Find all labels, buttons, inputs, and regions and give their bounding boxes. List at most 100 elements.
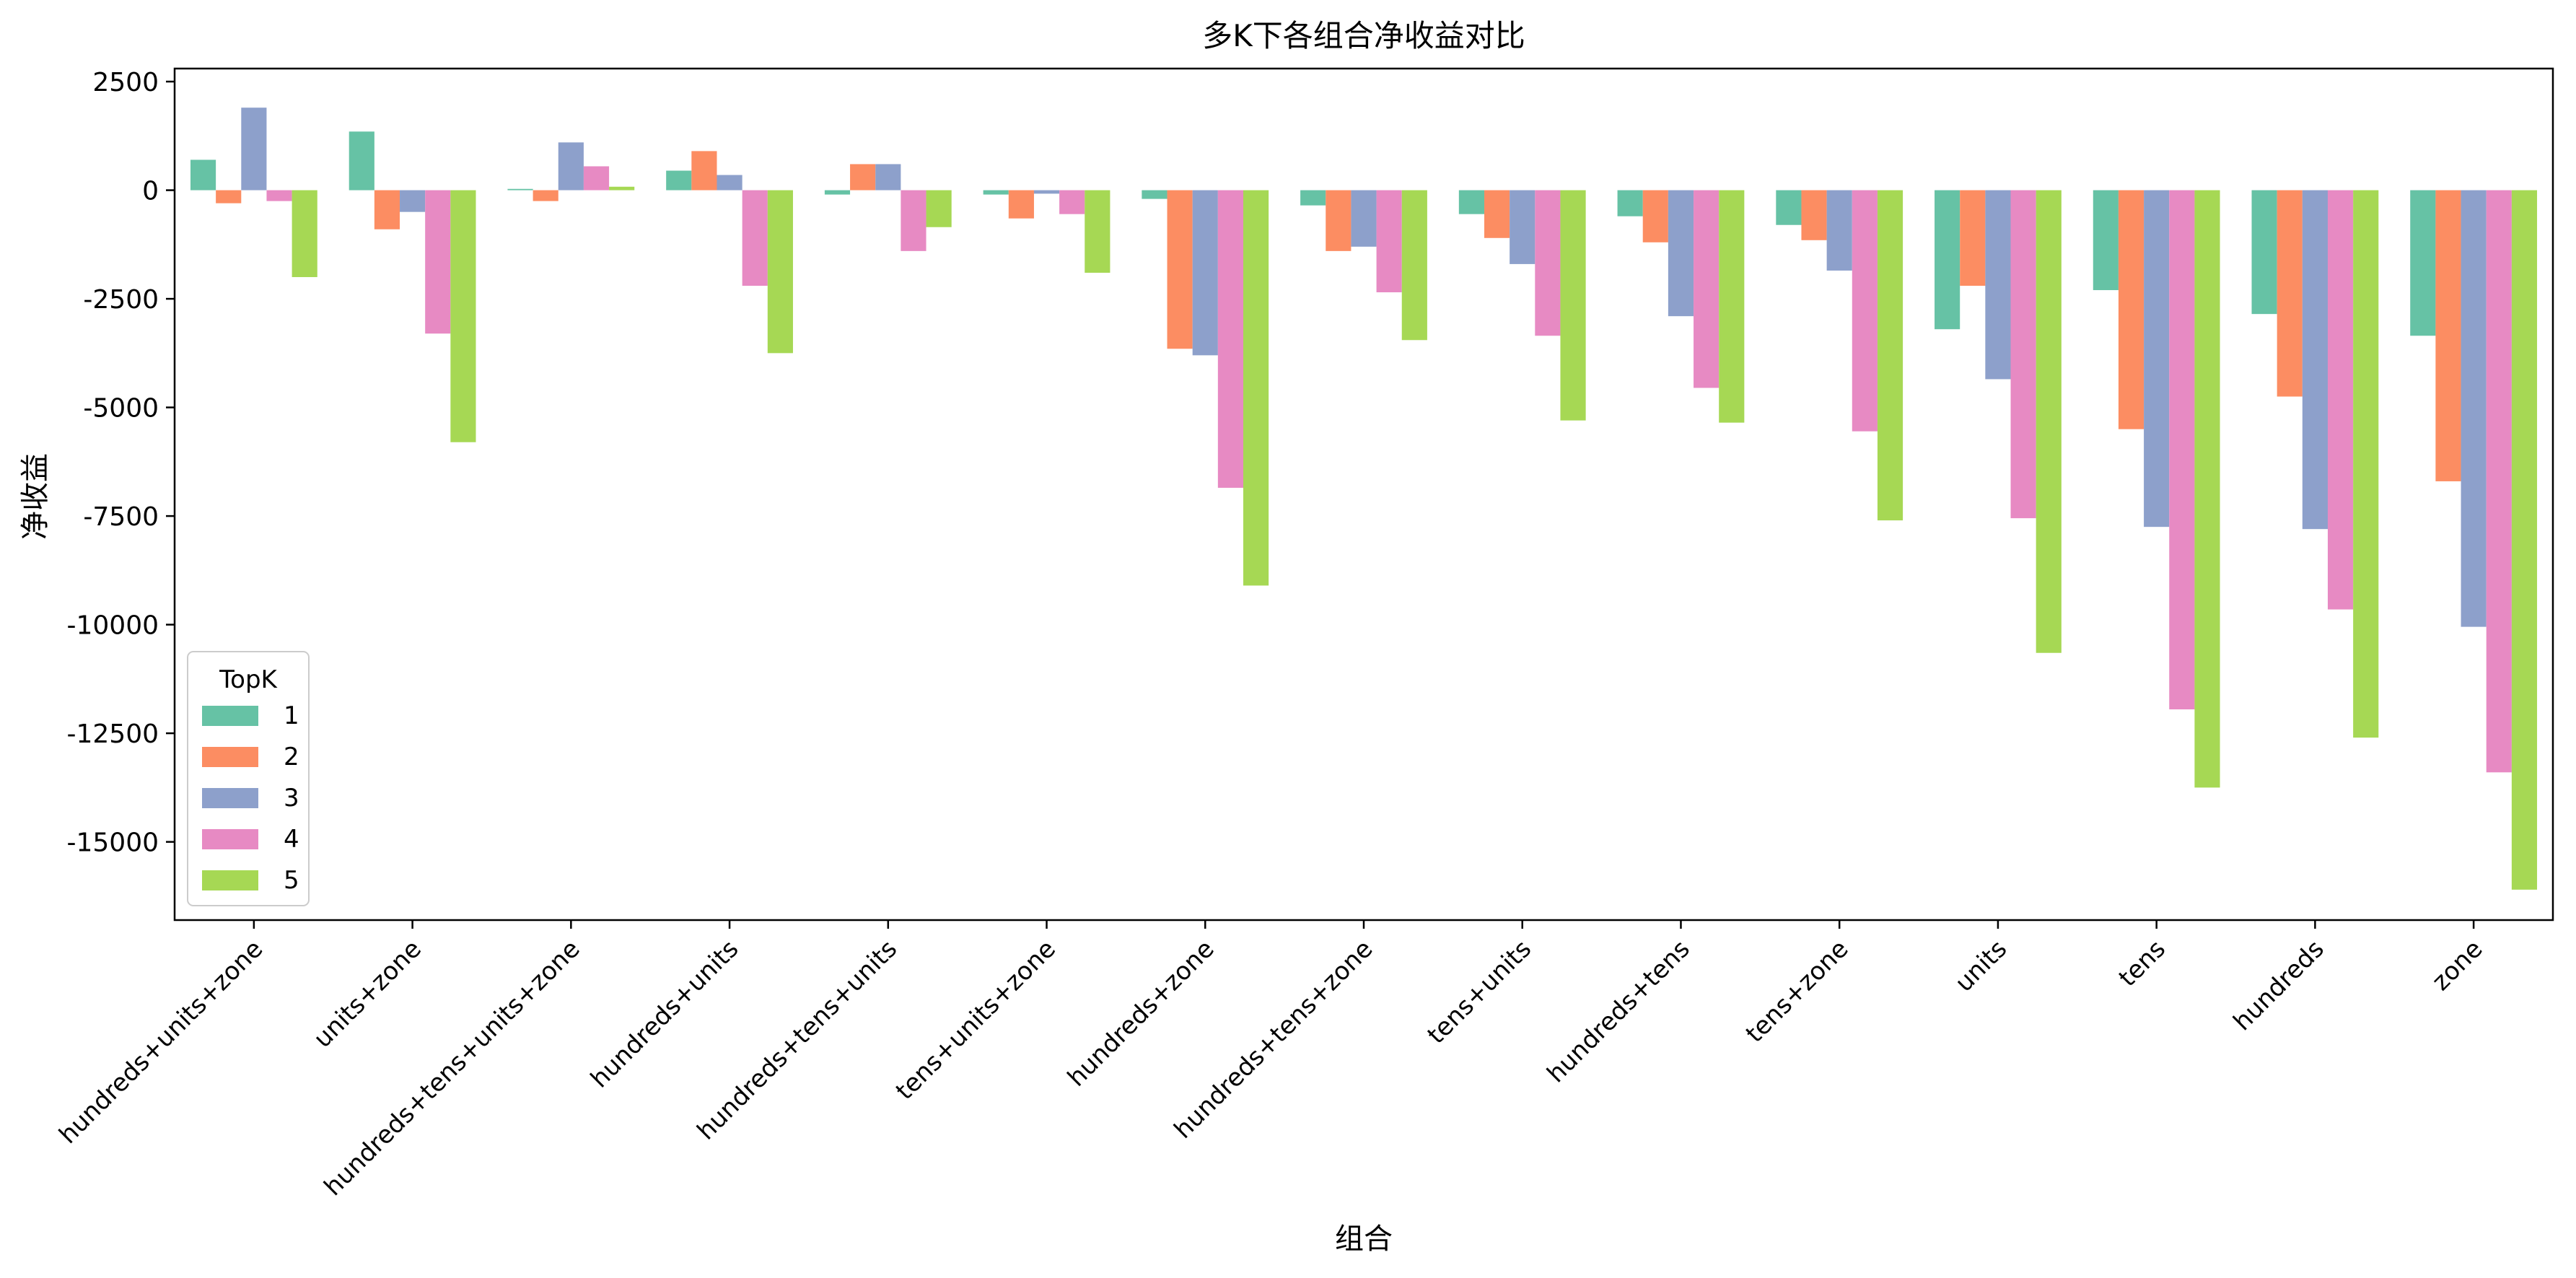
bar-3-tens+units+zone: [1033, 190, 1060, 194]
legend-label-4: 4: [284, 825, 299, 854]
bar-5-hundreds+tens: [1719, 190, 1745, 423]
bar-4-hundreds+zone: [1217, 190, 1244, 488]
bar-2-hundreds+zone: [1167, 190, 1193, 349]
bar-3-hundreds+tens+zone: [1351, 190, 1377, 247]
bar-3-tens+zone: [1826, 190, 1852, 271]
bar-5-hundreds+tens+units: [926, 190, 952, 227]
bar-3-tens+units: [1510, 190, 1535, 264]
bar-2-tens+units+zone: [1008, 190, 1034, 219]
bar-2-hundreds+tens+units: [850, 164, 876, 191]
bar-5-units: [2036, 190, 2062, 653]
bar-3-units: [1985, 190, 2011, 380]
bar-1-tens+units: [1458, 190, 1484, 214]
x-axis-label: 组合: [1335, 1222, 1393, 1256]
bar-5-tens: [2194, 190, 2220, 788]
bar-1-hundreds+tens+units+zone: [507, 188, 533, 191]
bar-4-hundreds+tens: [1694, 190, 1719, 388]
bar-4-hundreds: [2327, 190, 2354, 610]
bar-2-hundreds+tens+zone: [1326, 190, 1351, 251]
y-tick-label: 0: [142, 177, 159, 206]
bar-2-hundreds+units: [691, 151, 717, 191]
legend-label-2: 2: [284, 743, 299, 771]
bar-1-hundreds+tens+zone: [1300, 190, 1326, 206]
y-tick-label: -5000: [83, 394, 159, 424]
bar-3-hundreds+units: [717, 175, 742, 191]
bar-5-hundreds+zone: [1243, 190, 1269, 586]
bar-1-tens+units+zone: [983, 190, 1009, 195]
legend-swatch-4: [202, 829, 258, 849]
bar-1-tens: [2093, 190, 2119, 291]
bar-3-zone: [2461, 190, 2487, 627]
legend-swatch-2: [202, 747, 258, 767]
bar-5-hundreds+tens+zone: [1401, 190, 1427, 341]
bar-1-hundreds+units+zone: [190, 159, 216, 191]
bar-2-hundreds+tens: [1642, 190, 1668, 242]
bar-4-hundreds+units: [742, 190, 768, 286]
bar-4-zone: [2486, 190, 2512, 773]
bar-3-hundreds+zone: [1192, 190, 1218, 356]
y-tick-label: -2500: [83, 285, 159, 315]
bar-1-units+zone: [349, 131, 374, 191]
bar-2-tens+units: [1484, 190, 1510, 238]
legend-label-1: 1: [284, 701, 299, 730]
bar-4-tens+units+zone: [1059, 190, 1085, 214]
bar-1-hundreds+units: [666, 170, 692, 191]
bar-4-tens+zone: [1852, 190, 1878, 432]
bar-3-hundreds+units+zone: [241, 108, 267, 191]
bar-4-tens: [2169, 190, 2195, 710]
bar-3-hundreds+tens+units: [875, 164, 901, 191]
bar-3-tens: [2144, 190, 2170, 528]
bar-1-hundreds+tens+units: [824, 190, 851, 195]
bar-2-hundreds+tens+units+zone: [533, 190, 558, 201]
y-tick-label: -7500: [83, 502, 159, 532]
bars-layer: [190, 108, 2538, 890]
bar-2-units+zone: [374, 190, 400, 229]
legend-swatch-3: [202, 788, 258, 808]
bar-1-units: [1935, 190, 1961, 330]
y-ticks: 2500 0 -2500 -5000 -7500 -10000 -12500 -15000: [66, 68, 175, 858]
y-tick-label: -12500: [66, 719, 159, 749]
bar-3-hundreds+tens+units+zone: [558, 142, 584, 191]
legend-swatch-1: [202, 706, 258, 726]
bar-4-hundreds+units+zone: [266, 190, 292, 201]
bar-5-tens+units+zone: [1085, 190, 1110, 273]
bar-5-hundreds+units+zone: [292, 190, 317, 277]
bar-1-tens+zone: [1776, 190, 1802, 225]
legend-title: TopK: [219, 665, 278, 694]
y-tick-label: -10000: [66, 611, 159, 641]
bar-4-hundreds+tens+zone: [1376, 190, 1402, 293]
bar-2-units: [1960, 190, 1986, 286]
bar-4-units+zone: [425, 190, 451, 334]
bar-5-zone: [2511, 190, 2538, 890]
bar-1-zone: [2410, 190, 2436, 336]
bar-1-hundreds+tens: [1617, 190, 1643, 216]
y-axis-label: 净收益: [19, 453, 52, 540]
bar-4-hundreds+tens+units: [901, 190, 926, 251]
legend-label-3: 3: [284, 784, 299, 813]
plot-frame: [173, 67, 2554, 922]
bar-5-tens+zone: [1877, 190, 1903, 521]
y-tick-label: -15000: [66, 828, 159, 858]
legend-swatch-5: [202, 870, 258, 890]
legend-label-5: 5: [284, 866, 299, 895]
bar-1-hundreds+zone: [1142, 190, 1167, 199]
bar-3-hundreds+tens: [1668, 190, 1694, 317]
y-tick-label: 2500: [92, 68, 159, 97]
bar-4-tens+units: [1535, 190, 1561, 336]
bar-2-tens: [2118, 190, 2145, 429]
bar-4-hundreds+tens+units+zone: [583, 166, 610, 191]
bar-2-tens+zone: [1801, 190, 1827, 240]
bar-2-zone: [2435, 190, 2461, 481]
bar-3-hundreds: [2302, 190, 2328, 530]
bar-1-hundreds: [2251, 190, 2277, 315]
bar-5-tens+units: [1560, 190, 1586, 421]
bar-3-units+zone: [400, 190, 426, 212]
bar-5-units+zone: [450, 190, 476, 442]
bar-5-hundreds: [2353, 190, 2379, 738]
bar-2-hundreds+units+zone: [216, 190, 242, 203]
bar-4-units: [2010, 190, 2036, 519]
bar-2-hundreds: [2277, 190, 2303, 397]
bar-5-hundreds+units: [767, 190, 793, 354]
